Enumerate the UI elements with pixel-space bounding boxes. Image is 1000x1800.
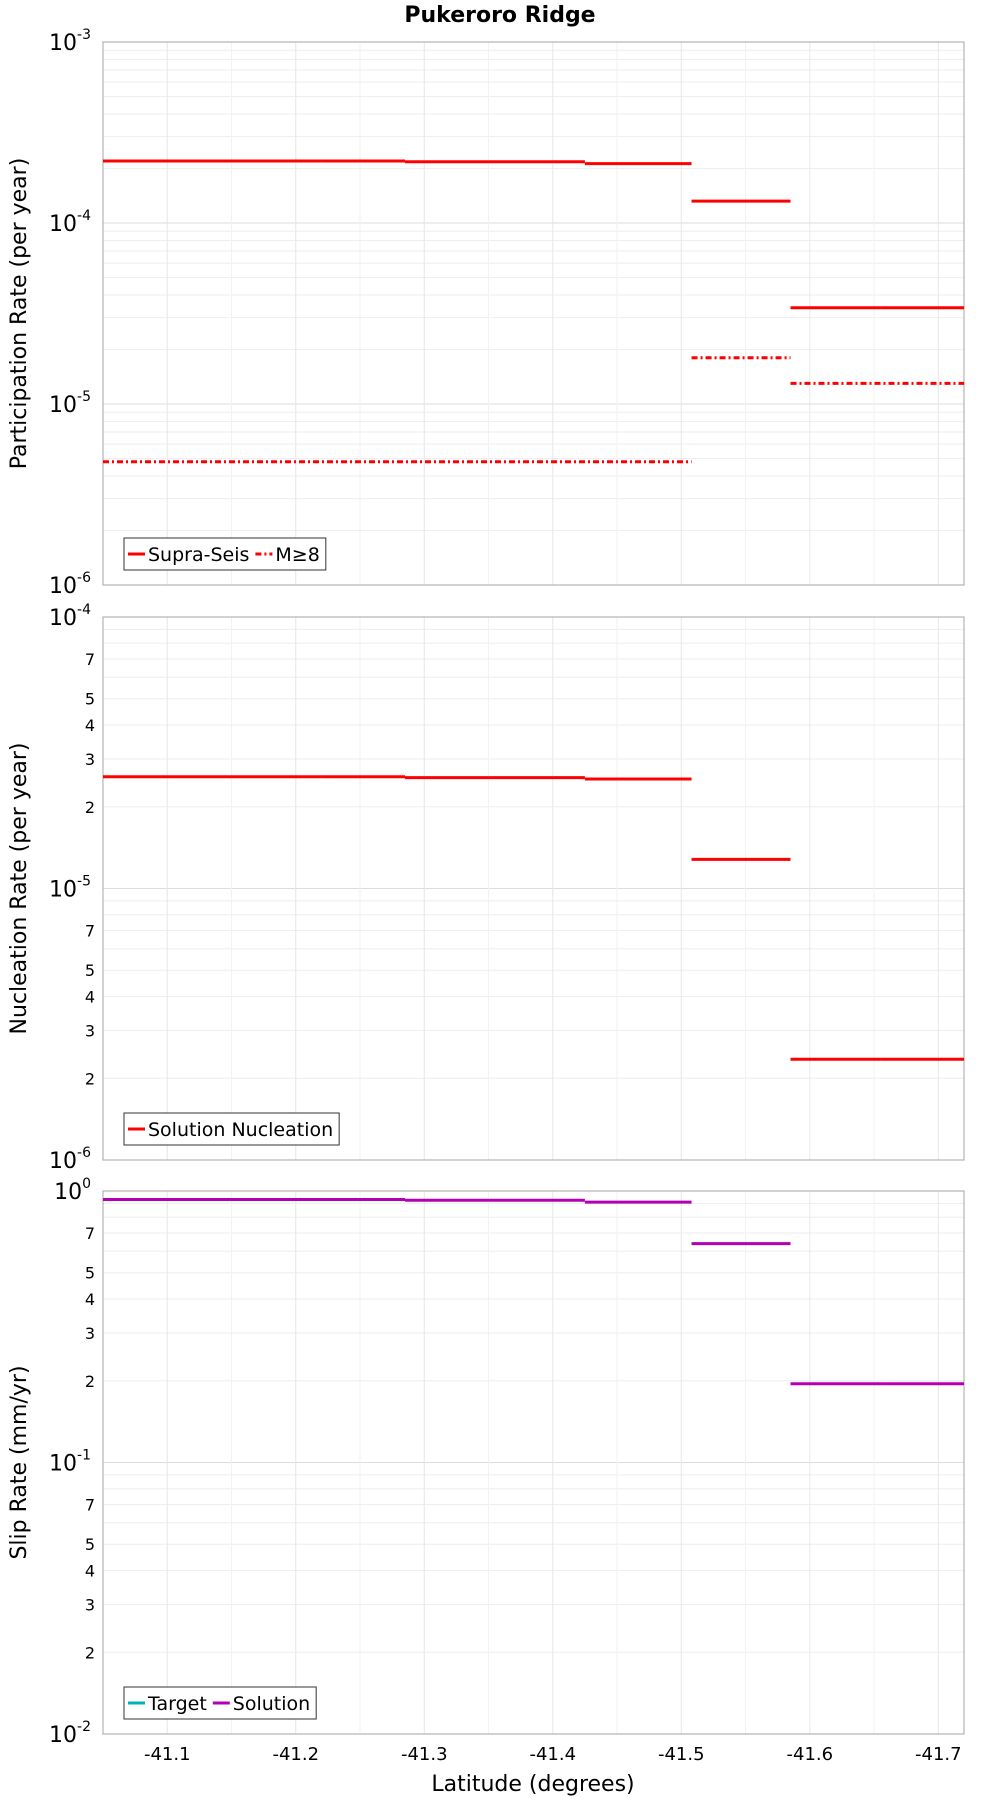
y-axis-label: Slip Rate (mm/yr) <box>7 1365 32 1559</box>
legend-box <box>123 1112 340 1146</box>
y-tick-label: 10-2 <box>49 1719 91 1748</box>
y-minor-tick-label: 2 <box>85 1643 95 1662</box>
y-minor-tick-label: 5 <box>85 690 95 709</box>
y-tick-base: 10 <box>49 393 77 418</box>
y-tick-base: 10 <box>49 878 77 903</box>
y-tick-label: 10-4 <box>49 602 91 631</box>
x-tick-label: -41.7 <box>915 1744 962 1765</box>
y-minor-tick-label: 4 <box>85 1290 95 1309</box>
y-minor-tick-label: 7 <box>85 1496 95 1515</box>
chart-panel-3: Slip Rate (mm/yr)10-210-11002345723457Ta… <box>7 1176 965 1765</box>
y-tick-exponent: -3 <box>77 27 91 43</box>
plot-frame <box>102 1190 965 1735</box>
y-tick-exponent: -4 <box>77 602 91 618</box>
y-minor-tick-label: 7 <box>85 650 95 669</box>
plot-frame <box>102 41 965 586</box>
y-tick-base: 10 <box>49 1149 77 1174</box>
y-tick-exponent: -6 <box>77 570 91 586</box>
series-supra-seis <box>103 159 964 310</box>
x-tick-label: -41.4 <box>529 1744 576 1765</box>
y-tick-label: 10-6 <box>49 570 91 599</box>
y-tick-base: 10 <box>49 1452 77 1477</box>
y-minor-tick-label: 5 <box>85 1264 95 1283</box>
y-tick-base: 10 <box>49 212 77 237</box>
y-minor-tick-label: 2 <box>85 1069 95 1088</box>
y-minor-tick-label: 5 <box>85 1535 95 1554</box>
y-tick-exponent: -1 <box>77 1448 91 1464</box>
legend-label: Target <box>147 1693 207 1715</box>
y-minor-tick-label: 4 <box>85 716 95 735</box>
y-tick-label: 10-4 <box>49 208 91 237</box>
y-minor-tick-label: 2 <box>85 798 95 817</box>
y-axis-label: Participation Rate (per year) <box>7 158 32 470</box>
x-tick-label: -41.6 <box>787 1744 834 1765</box>
y-tick-base: 10 <box>49 574 77 599</box>
y-minor-tick-label: 7 <box>85 1224 95 1243</box>
y-tick-base: 10 <box>54 1180 82 1205</box>
chart-title: Pukeroro Ridge <box>404 3 595 28</box>
y-tick-label: 100 <box>54 1176 91 1205</box>
y-minor-tick-label: 3 <box>85 1595 95 1614</box>
x-tick-label: -41.3 <box>401 1744 448 1765</box>
series-m-8 <box>103 356 964 464</box>
legend-box <box>123 537 327 571</box>
chart-panel-2: Nucleation Rate (per year)10-610-510-423… <box>7 602 965 1174</box>
y-tick-label: 10-6 <box>49 1145 91 1174</box>
panels: Participation Rate (per year)10-610-510-… <box>7 27 965 1765</box>
y-tick-exponent: 0 <box>82 1176 91 1192</box>
legend-label: Solution <box>233 1693 310 1715</box>
y-minor-tick-label: 3 <box>85 750 95 769</box>
y-tick-exponent: -5 <box>77 389 91 405</box>
series-solution <box>103 1198 964 1386</box>
x-tick-label: -41.1 <box>144 1744 191 1765</box>
x-tick-label: -41.5 <box>658 1744 705 1765</box>
y-tick-label: 10-5 <box>49 389 91 418</box>
x-axis-label: Latitude (degrees) <box>431 1772 634 1797</box>
legend-label: Supra-Seis <box>148 544 249 566</box>
legend: Solution Nucleation <box>123 1112 340 1146</box>
y-tick-exponent: -6 <box>77 1145 91 1161</box>
y-tick-exponent: -5 <box>77 874 91 890</box>
legend: Supra-Seis M≥8 <box>123 537 327 571</box>
y-minor-tick-label: 7 <box>85 922 95 941</box>
y-minor-tick-label: 4 <box>85 988 95 1007</box>
y-axis-label: Nucleation Rate (per year) <box>7 743 32 1035</box>
legend-label: M≥8 <box>275 544 319 566</box>
plot-frame <box>102 616 965 1161</box>
y-minor-tick-label: 3 <box>85 1021 95 1040</box>
y-minor-tick-label: 5 <box>85 961 95 980</box>
y-tick-exponent: -4 <box>77 208 91 224</box>
y-minor-tick-label: 3 <box>85 1324 95 1343</box>
x-tick-label: -41.2 <box>272 1744 319 1765</box>
series-solution-nucleation <box>103 775 964 1061</box>
legend-label: Solution Nucleation <box>148 1119 333 1141</box>
legend: Target Solution <box>123 1686 317 1720</box>
chart-panel-1: Participation Rate (per year)10-610-510-… <box>7 27 965 599</box>
y-minor-tick-label: 4 <box>85 1562 95 1581</box>
y-tick-exponent: -2 <box>77 1719 91 1735</box>
y-tick-base: 10 <box>49 1723 77 1748</box>
y-tick-base: 10 <box>49 31 77 56</box>
y-tick-label: 10-3 <box>49 27 91 56</box>
y-tick-label: 10-5 <box>49 874 91 903</box>
y-tick-label: 10-1 <box>49 1448 91 1477</box>
y-minor-tick-label: 2 <box>85 1372 95 1391</box>
y-tick-base: 10 <box>49 606 77 631</box>
